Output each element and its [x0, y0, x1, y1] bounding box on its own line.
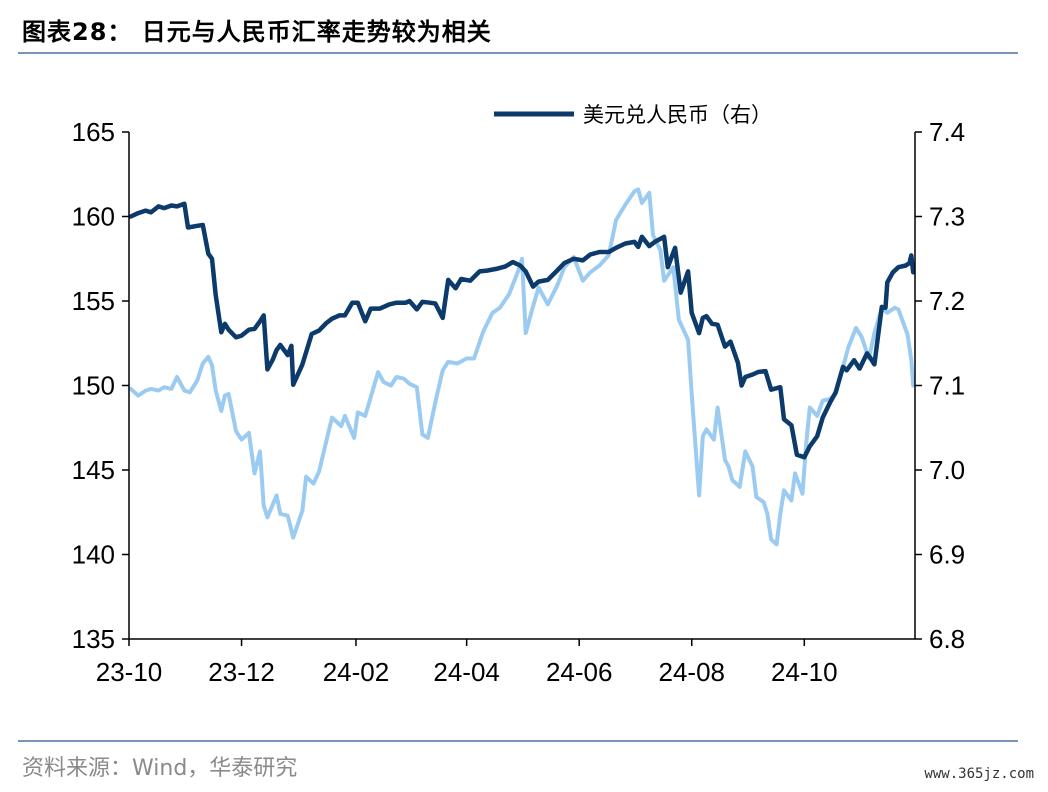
y-right-tick-label: 6.8	[929, 624, 965, 654]
chart-title: 图表28： 日元与人民币汇率走势较为相关	[22, 18, 492, 46]
footer-divider	[18, 740, 1018, 742]
watermark: www.365jz.com	[924, 766, 1034, 782]
y-left-tick-label: 165	[72, 117, 115, 147]
x-tick-label: 24-04	[433, 657, 500, 687]
y-left-tick-label: 145	[72, 455, 115, 485]
x-tick-label: 24-06	[546, 657, 613, 687]
y-left-tick-label: 140	[72, 540, 115, 570]
x-tick-label: 23-12	[208, 657, 275, 687]
y-right-tick-label: 7.2	[929, 286, 965, 316]
legend-label-usdcny: 美元兑人民币（右）	[583, 103, 772, 127]
y-right-tick-label: 7.0	[929, 455, 965, 485]
y-right-tick-label: 7.3	[929, 202, 965, 232]
plot-area	[128, 187, 916, 547]
y-left-tick-label: 150	[72, 371, 115, 401]
x-tick-label: 23-10	[96, 657, 163, 687]
y-right-tick-label: 7.1	[929, 371, 965, 401]
y-left-tick-label: 155	[72, 286, 115, 316]
title-divider	[18, 52, 1018, 54]
x-tick-label: 24-10	[771, 657, 838, 687]
y-left-tick-label: 135	[72, 624, 115, 654]
legend: 美元兑人民币（右）	[494, 103, 772, 127]
series-line-usdcny	[128, 201, 916, 460]
axes: 135 140 145 150 155 160 165 6.8 6.9 7.0 7.1 7.2 7.3 7…	[72, 117, 966, 687]
chart-canvas: 135 140 145 150 155 160 165 6.8 6.9 7.0 7.1 7.2 7.3 7…	[72, 103, 966, 687]
x-tick-label: 24-08	[658, 657, 725, 687]
y-right-tick-label: 6.9	[929, 540, 965, 570]
x-tick-label: 24-02	[323, 657, 390, 687]
y-left-tick-label: 160	[72, 202, 115, 232]
source-note: 资料来源：Wind，华泰研究	[22, 756, 298, 781]
series-line-usdjpy	[128, 187, 916, 547]
y-right-tick-label: 7.4	[929, 117, 965, 147]
